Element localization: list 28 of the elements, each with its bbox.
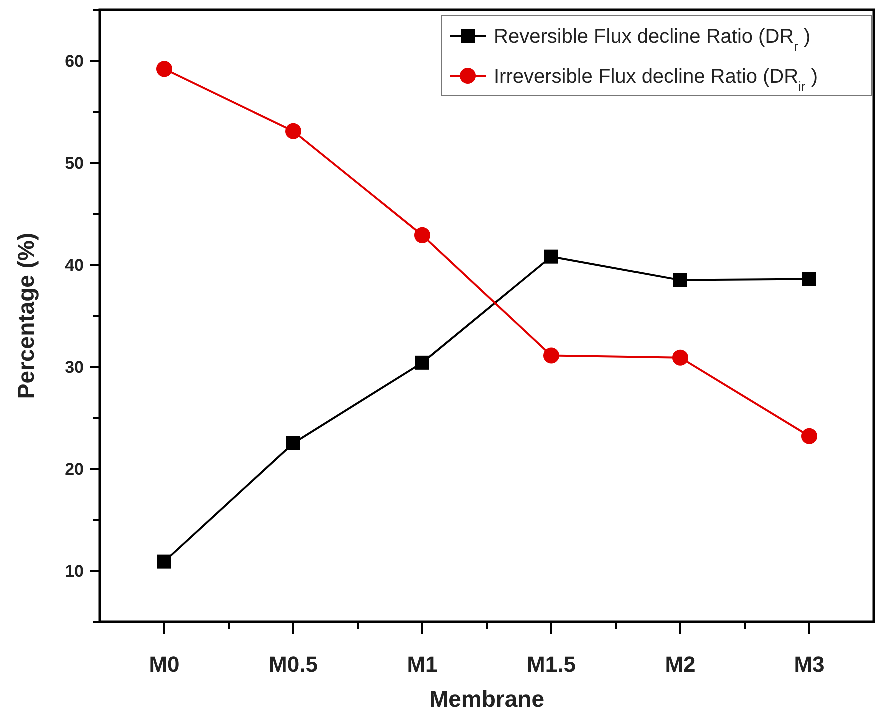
point [544, 348, 560, 364]
x-axis-title: Membrane [429, 686, 545, 712]
point [414, 227, 430, 244]
point [802, 428, 818, 444]
legend-label: Irreversible Flux decline Ratio (DR$_{ir}$) [494, 66, 818, 94]
x-tick-label: M1.5 [527, 652, 576, 677]
point [158, 554, 172, 569]
x-tick-label: M0 [149, 652, 180, 677]
y-tick-label: 60 [65, 52, 84, 71]
y-tick-label: 30 [65, 358, 84, 377]
y-tick-label: 20 [65, 460, 84, 479]
point [286, 436, 300, 450]
y-tick-label: 50 [65, 154, 84, 173]
point [672, 350, 688, 366]
y-axis-title: Percentage (%) [13, 232, 39, 400]
y-tick-label: 40 [65, 256, 84, 275]
point [416, 356, 430, 370]
point [156, 61, 172, 78]
y-tick-label: 10 [65, 562, 84, 581]
legend-label: Reversible Flux decline Ratio (DR$_{r}$) [494, 26, 811, 54]
x-tick-label: M2 [665, 652, 696, 677]
x-tick-label: M0.5 [269, 652, 318, 677]
point [674, 273, 688, 288]
x-tick-label: M3 [794, 652, 825, 677]
point [286, 123, 302, 140]
x-tick-label: M1 [407, 652, 438, 677]
point [802, 272, 816, 286]
point [544, 250, 558, 264]
